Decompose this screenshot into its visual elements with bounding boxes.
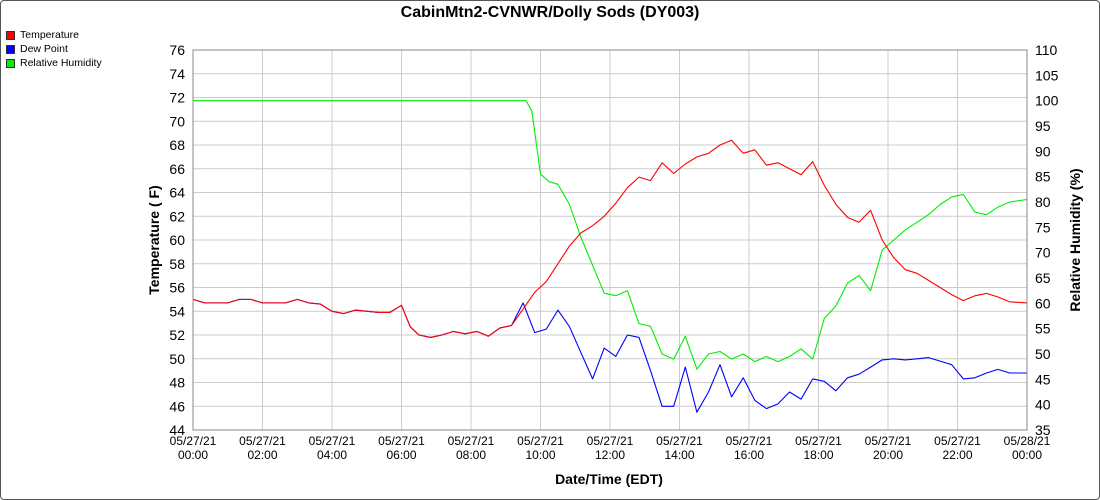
right-axis-ticks: 35 40 45 50 55 60 65 70 75 80 85 90 95 100 105 110 <box>1035 42 1059 438</box>
x-tick-label: 05/27/21 18:00 <box>795 434 842 462</box>
legend-swatch-relative-humidity <box>6 58 15 68</box>
y-tick-label: 50 <box>169 351 185 367</box>
y-tick-label: 52 <box>169 327 185 343</box>
chart-title: CabinMtn2-CVNWR/Dolly Sods (DY003) <box>400 4 700 21</box>
x-tick-label: 05/27/21 06:00 <box>378 434 425 462</box>
x-tick-label: 05/27/21 02:00 <box>239 434 286 462</box>
y-tick-label: 56 <box>169 280 185 296</box>
y-tick-label: 70 <box>169 113 185 129</box>
y2-tick-label: 105 <box>1035 67 1059 83</box>
y-tick-label: 76 <box>169 42 185 58</box>
y2-tick-label: 40 <box>1035 397 1051 413</box>
legend-swatch-dew-point <box>6 44 15 54</box>
legend-label-temperature: Temperature <box>20 29 79 41</box>
y2-tick-label: 75 <box>1035 219 1051 235</box>
y2-tick-label: 85 <box>1035 169 1051 185</box>
y-tick-label: 62 <box>169 208 185 224</box>
x-tick-label: 05/27/21 22:00 <box>934 434 981 462</box>
y-tick-label: 64 <box>169 185 185 201</box>
x-axis-label: Date/Time (EDT) <box>555 471 663 487</box>
y2-tick-label: 65 <box>1035 270 1051 286</box>
y-tick-label: 44 <box>169 422 185 438</box>
legend-label-relative-humidity: Relative Humidity <box>20 57 102 69</box>
gridlines <box>192 49 1028 431</box>
y2-tick-label: 95 <box>1035 118 1051 134</box>
x-axis-ticks: 05/27/21 00:00 05/27/21 02:00 05/27/21 04:00 0… <box>170 434 1051 462</box>
legend-item-relative-humidity: Relative Humidity <box>6 56 102 70</box>
y2-tick-label: 35 <box>1035 422 1051 438</box>
y-tick-label: 48 <box>169 375 185 391</box>
y2-tick-label: 90 <box>1035 143 1051 159</box>
legend-item-temperature: Temperature <box>6 28 102 42</box>
y2-tick-label: 55 <box>1035 321 1051 337</box>
x-tick-label: 05/27/21 00:00 <box>170 434 217 462</box>
left-axis-ticks: 44 46 48 50 52 54 56 58 60 62 64 66 68 70 72 74 76 <box>169 42 185 438</box>
y2-tick-label: 70 <box>1035 245 1051 261</box>
x-tick-label: 05/27/21 14:00 <box>656 434 703 462</box>
x-tick-label: 05/27/21 10:00 <box>517 434 564 462</box>
y-tick-label: 46 <box>169 398 185 414</box>
y2-tick-label: 80 <box>1035 194 1051 210</box>
legend-item-dew-point: Dew Point <box>6 42 102 56</box>
legend-swatch-temperature <box>6 30 15 40</box>
y-tick-label: 68 <box>169 137 185 153</box>
x-tick-label: 05/27/21 08:00 <box>448 434 495 462</box>
y2-tick-label: 110 <box>1035 42 1058 58</box>
x-tick-label: 05/27/21 20:00 <box>865 434 912 462</box>
y2-tick-label: 50 <box>1035 346 1051 362</box>
y2-tick-label: 60 <box>1035 295 1051 311</box>
x-tick-label: 05/27/21 04:00 <box>309 434 356 462</box>
y-axis-label: Temperature ( F) <box>146 185 162 294</box>
y2-tick-label: 45 <box>1035 371 1051 387</box>
legend-label-dew-point: Dew Point <box>20 43 68 55</box>
plot-area-border <box>192 49 1028 431</box>
y-tick-label: 60 <box>169 232 185 248</box>
y-tick-label: 74 <box>169 66 185 82</box>
series-line-temperature <box>192 139 1028 338</box>
y-tick-label: 66 <box>169 161 185 177</box>
series-line-relative-humidity <box>193 100 1028 370</box>
y-tick-label: 54 <box>169 303 185 319</box>
y2-axis-label: Relative Humidity (%) <box>1067 168 1083 311</box>
x-tick-label: 05/28/21 00:00 <box>1004 434 1051 462</box>
series-lines <box>192 100 1028 413</box>
y2-tick-label: 100 <box>1035 93 1059 109</box>
x-tick-label: 05/27/21 12:00 <box>587 434 634 462</box>
legend: Temperature Dew Point Relative Humidity <box>6 28 102 70</box>
y-tick-label: 72 <box>169 90 185 106</box>
y-tick-label: 58 <box>169 256 185 272</box>
x-tick-label: 05/27/21 16:00 <box>726 434 773 462</box>
